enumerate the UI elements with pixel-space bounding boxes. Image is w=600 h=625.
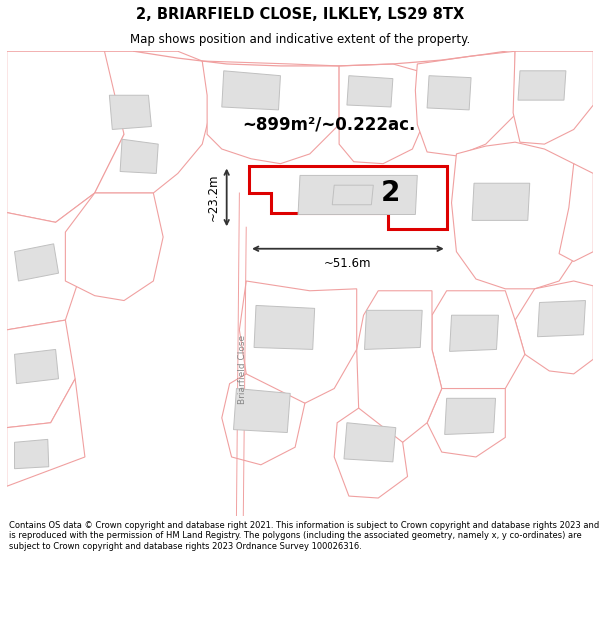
Polygon shape [14, 349, 59, 384]
Polygon shape [347, 76, 393, 107]
Polygon shape [14, 439, 49, 469]
Polygon shape [249, 166, 446, 229]
Polygon shape [7, 193, 95, 330]
Polygon shape [254, 306, 314, 349]
Polygon shape [120, 139, 158, 174]
Text: ~51.6m: ~51.6m [324, 257, 371, 270]
Polygon shape [7, 320, 75, 428]
Polygon shape [415, 51, 515, 156]
Polygon shape [298, 176, 418, 214]
Text: ~23.2m: ~23.2m [206, 174, 220, 221]
Text: Briarfield Close: Briarfield Close [238, 334, 247, 404]
Polygon shape [7, 379, 85, 486]
Polygon shape [7, 51, 134, 222]
Polygon shape [432, 291, 525, 398]
Polygon shape [65, 193, 163, 301]
Polygon shape [513, 51, 593, 144]
Polygon shape [222, 71, 280, 110]
Text: Contains OS data © Crown copyright and database right 2021. This information is : Contains OS data © Crown copyright and d… [9, 521, 599, 551]
Polygon shape [559, 164, 593, 261]
Polygon shape [334, 408, 407, 498]
Polygon shape [332, 185, 373, 205]
Polygon shape [357, 291, 442, 442]
Polygon shape [538, 301, 586, 337]
Text: 2: 2 [380, 179, 400, 207]
Polygon shape [427, 389, 505, 457]
Polygon shape [518, 71, 566, 100]
Text: Map shows position and indicative extent of the property.: Map shows position and indicative extent… [130, 34, 470, 46]
Polygon shape [452, 142, 584, 289]
Polygon shape [222, 374, 305, 465]
Text: ~899m²/~0.222ac.: ~899m²/~0.222ac. [242, 116, 416, 134]
Text: 2, BRIARFIELD CLOSE, ILKLEY, LS29 8TX: 2, BRIARFIELD CLOSE, ILKLEY, LS29 8TX [136, 7, 464, 22]
Polygon shape [449, 315, 499, 351]
Polygon shape [344, 422, 396, 462]
Polygon shape [445, 398, 496, 434]
Polygon shape [515, 281, 593, 374]
Polygon shape [95, 51, 212, 193]
Polygon shape [339, 64, 427, 164]
Polygon shape [109, 95, 151, 129]
Polygon shape [365, 311, 422, 349]
Polygon shape [239, 281, 357, 403]
Polygon shape [14, 244, 59, 281]
Polygon shape [472, 183, 530, 221]
Polygon shape [233, 389, 290, 432]
Polygon shape [202, 61, 339, 164]
Polygon shape [427, 76, 471, 110]
